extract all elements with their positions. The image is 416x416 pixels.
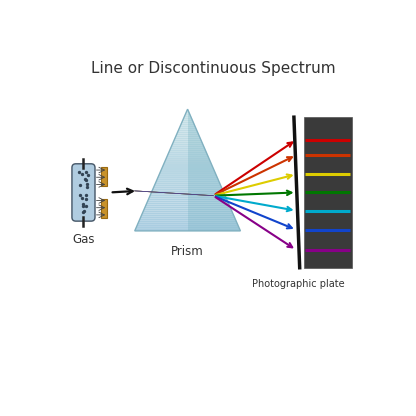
- Polygon shape: [163, 164, 212, 166]
- Polygon shape: [188, 109, 240, 231]
- Polygon shape: [176, 134, 199, 136]
- Polygon shape: [179, 127, 196, 129]
- Polygon shape: [140, 217, 235, 219]
- Polygon shape: [138, 221, 237, 223]
- Polygon shape: [157, 178, 218, 180]
- Polygon shape: [185, 113, 190, 115]
- Polygon shape: [177, 131, 198, 134]
- Polygon shape: [171, 146, 204, 148]
- Polygon shape: [166, 158, 210, 160]
- Polygon shape: [143, 210, 233, 213]
- Polygon shape: [187, 109, 188, 111]
- Polygon shape: [173, 141, 203, 144]
- Polygon shape: [136, 227, 240, 229]
- Polygon shape: [175, 136, 200, 138]
- Polygon shape: [144, 208, 232, 210]
- Polygon shape: [181, 124, 195, 125]
- Polygon shape: [186, 111, 189, 113]
- Text: Gas: Gas: [72, 233, 95, 246]
- Polygon shape: [164, 162, 211, 164]
- Polygon shape: [170, 148, 205, 150]
- Polygon shape: [181, 121, 194, 124]
- Polygon shape: [158, 176, 218, 178]
- Polygon shape: [173, 140, 202, 141]
- Polygon shape: [166, 156, 209, 158]
- FancyBboxPatch shape: [72, 164, 95, 221]
- Polygon shape: [141, 215, 234, 217]
- Polygon shape: [135, 229, 240, 231]
- Polygon shape: [146, 203, 229, 205]
- Polygon shape: [162, 166, 213, 168]
- Polygon shape: [178, 129, 197, 131]
- Polygon shape: [139, 219, 236, 221]
- Polygon shape: [153, 186, 222, 188]
- Polygon shape: [155, 182, 220, 184]
- Polygon shape: [148, 198, 227, 201]
- Polygon shape: [167, 154, 208, 156]
- Polygon shape: [172, 144, 203, 146]
- Polygon shape: [101, 167, 106, 186]
- Polygon shape: [168, 152, 207, 154]
- Polygon shape: [304, 117, 352, 268]
- Polygon shape: [182, 119, 193, 121]
- Polygon shape: [159, 172, 216, 174]
- Polygon shape: [156, 180, 219, 182]
- Polygon shape: [147, 201, 228, 203]
- Polygon shape: [184, 115, 191, 117]
- Polygon shape: [142, 213, 233, 215]
- Polygon shape: [151, 192, 225, 194]
- Polygon shape: [145, 205, 230, 207]
- Polygon shape: [144, 207, 231, 208]
- Polygon shape: [169, 150, 206, 152]
- Text: Photographic plate: Photographic plate: [252, 279, 344, 289]
- Polygon shape: [158, 174, 217, 176]
- Polygon shape: [101, 198, 106, 218]
- Text: Line or Discontinuous Spectrum: Line or Discontinuous Spectrum: [91, 61, 336, 76]
- Polygon shape: [137, 223, 238, 225]
- Text: Prism: Prism: [171, 245, 204, 258]
- Polygon shape: [174, 138, 201, 140]
- Polygon shape: [154, 184, 221, 186]
- Polygon shape: [151, 191, 224, 192]
- Polygon shape: [180, 125, 196, 127]
- Polygon shape: [165, 160, 210, 162]
- Polygon shape: [183, 117, 192, 119]
- Polygon shape: [161, 168, 214, 170]
- Polygon shape: [136, 225, 239, 227]
- Polygon shape: [152, 188, 223, 191]
- Polygon shape: [160, 170, 215, 172]
- Polygon shape: [150, 194, 225, 196]
- Polygon shape: [149, 196, 226, 198]
